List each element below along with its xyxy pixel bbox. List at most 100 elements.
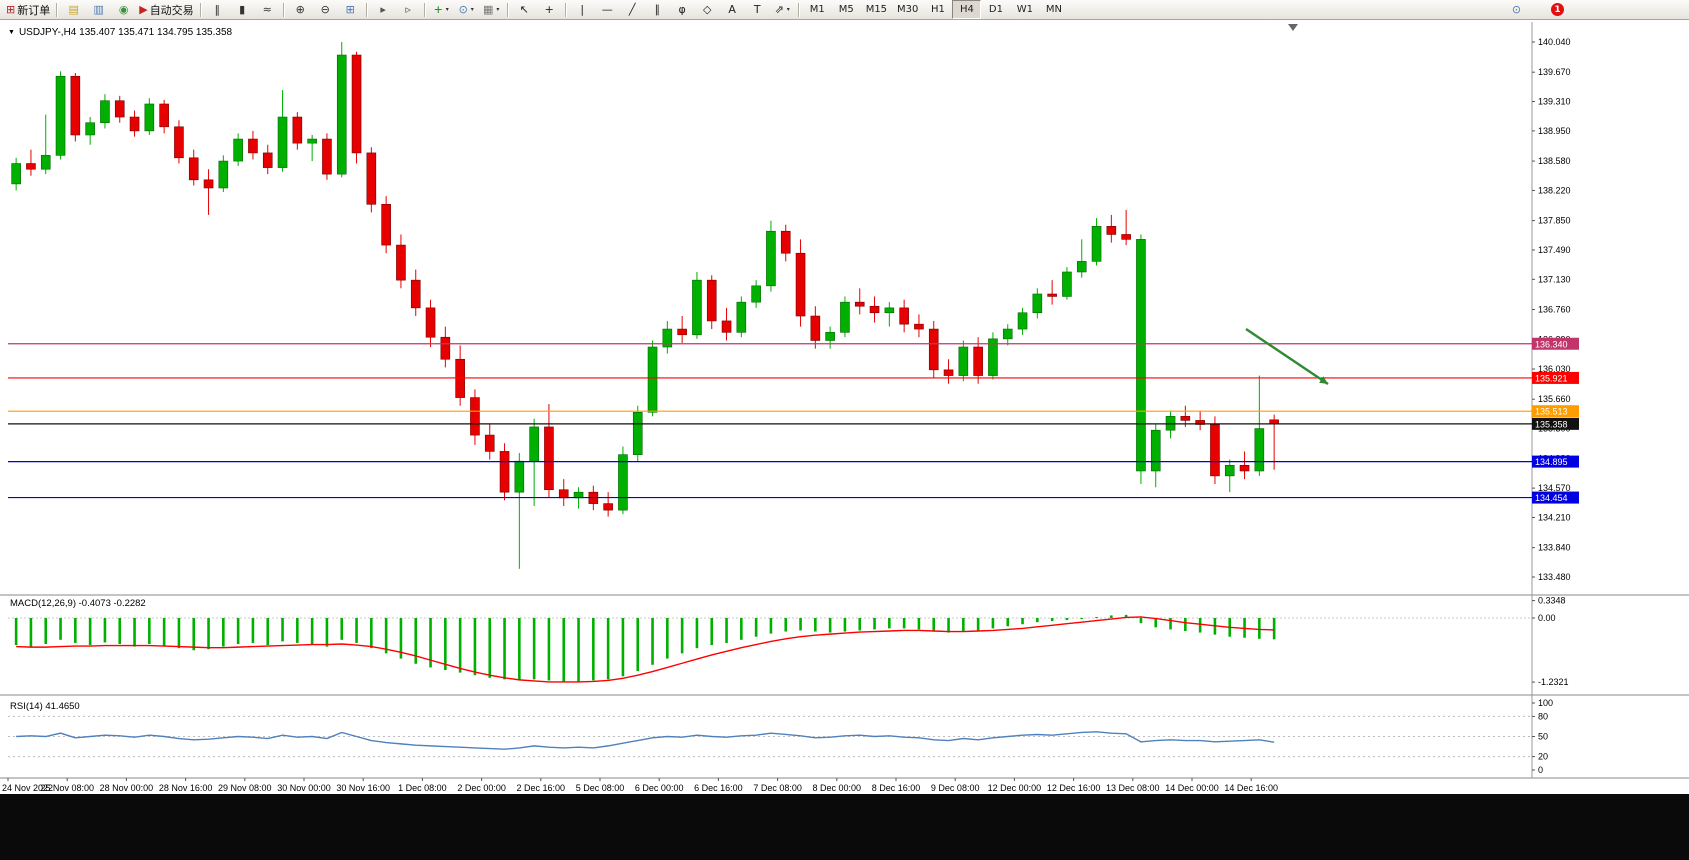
chart-shift-button[interactable]: ▹ xyxy=(396,0,421,20)
timeframe-h4-button[interactable]: H4 xyxy=(952,0,982,19)
zoom-out-icon: ⊖ xyxy=(320,3,330,16)
templates-dropdown-icon: ▾ xyxy=(496,6,500,13)
line-mode-button[interactable]: ≈ xyxy=(255,0,280,20)
auto-trading-label: 自动交易 xyxy=(149,3,194,17)
svg-text:1 Dec 08:00: 1 Dec 08:00 xyxy=(398,783,447,793)
svg-text:5 Dec 08:00: 5 Dec 08:00 xyxy=(576,783,625,793)
toolbar-separator xyxy=(56,2,59,17)
price-axis[interactable]: 140.040 139.670 139.310 138.950 138.580 138.2… xyxy=(1531,22,1571,778)
chart-shift-marker-icon[interactable] xyxy=(1288,24,1298,31)
svg-text:20: 20 xyxy=(1538,752,1548,762)
bars-mode-icon: ‖ xyxy=(214,3,220,16)
toolbar-separator xyxy=(506,2,509,17)
cursor-button[interactable]: ↖ xyxy=(512,0,537,20)
indicators-button[interactable]: + ▾ xyxy=(429,0,454,20)
strategy-tester-button[interactable]: ◉ xyxy=(111,0,136,20)
line-mode-icon: ≈ xyxy=(262,3,272,16)
svg-text:0.3348: 0.3348 xyxy=(1538,596,1566,606)
trend-arrow-annotation[interactable] xyxy=(1245,328,1329,385)
zoom-in-button[interactable]: ⊕ xyxy=(288,0,313,20)
zoom-in-icon: ⊕ xyxy=(295,3,305,16)
svg-text:139.310: 139.310 xyxy=(1538,97,1571,107)
price-level-tag xyxy=(1532,491,1579,504)
periods-button[interactable]: ⊙ ▾ xyxy=(454,0,479,20)
timeframe-d1-button[interactable]: D1 xyxy=(988,4,1003,15)
crosshair-button[interactable]: + xyxy=(537,0,562,20)
timeframe-mn-button[interactable]: MN xyxy=(1045,4,1062,15)
svg-text:14 Dec 16:00: 14 Dec 16:00 xyxy=(1224,783,1278,793)
timeframe-h1-button[interactable]: H1 xyxy=(930,4,945,15)
svg-text:0: 0 xyxy=(1538,765,1543,775)
fibonacci-icon: φ xyxy=(678,3,686,16)
price-chart-canvas[interactable]: 140.040 139.670 139.310 138.950 138.580 138.2… xyxy=(0,20,1689,794)
candles-layer[interactable] xyxy=(11,42,1279,569)
price-level-tag xyxy=(1532,455,1579,468)
indicators-icon: + xyxy=(433,3,443,16)
window-bottom-bar xyxy=(0,794,1689,860)
notifications-badge[interactable]: 1 xyxy=(1551,3,1564,16)
svg-text:2 Dec 16:00: 2 Dec 16:00 xyxy=(517,783,566,793)
horizontal-levels-layer[interactable]: 136.340 135.921 135.513 135.358 134.895 134.4… xyxy=(8,337,1579,504)
svg-text:137.130: 137.130 xyxy=(1538,274,1571,284)
svg-text:135.660: 135.660 xyxy=(1538,394,1571,404)
bars-mode-button[interactable]: ‖ xyxy=(205,0,230,20)
trendline-button[interactable]: ╱ xyxy=(620,0,645,20)
fibonacci-button[interactable]: φ xyxy=(670,0,695,20)
timeframe-m30-button[interactable]: M30 xyxy=(897,4,919,15)
toolbar-separator xyxy=(365,2,368,17)
svg-text:8 Dec 16:00: 8 Dec 16:00 xyxy=(872,783,921,793)
equidistant-channel-button[interactable]: ∥ xyxy=(645,0,670,20)
new-order-label: 新订单 xyxy=(17,3,51,17)
toolbar-separator xyxy=(199,2,202,17)
text-button[interactable]: A xyxy=(720,0,745,20)
auto-trading-button[interactable]: ▶ 自动交易 xyxy=(136,0,196,20)
macd-signal-line xyxy=(16,616,1275,683)
horizontal-line-icon: — xyxy=(601,3,613,16)
svg-text:137.850: 137.850 xyxy=(1538,216,1571,226)
price-level-tag xyxy=(1532,417,1579,430)
candles-mode-icon: ▮ xyxy=(239,3,246,16)
text-label-button[interactable]: T xyxy=(745,0,770,20)
periods-icon: ⊙ xyxy=(458,3,468,16)
strategy-tester-icon: ◉ xyxy=(118,3,129,16)
chart-title-text: USDJPY-,H4 135.407 135.471 134.795 135.3… xyxy=(18,27,233,38)
auto-scroll-button[interactable]: ▸ xyxy=(371,0,396,20)
candles-mode-button[interactable]: ▮ xyxy=(230,0,255,20)
svg-text:13 Dec 08:00: 13 Dec 08:00 xyxy=(1106,783,1160,793)
tile-windows-button[interactable]: ⊞ xyxy=(338,0,363,20)
chart-title: ▼ USDJPY-,H4 135.407 135.471 134.795 135… xyxy=(8,27,232,38)
profiles-button[interactable]: ▥ xyxy=(86,0,111,20)
chart-window-button[interactable]: ▤ xyxy=(61,0,86,20)
svg-text:29 Nov 08:00: 29 Nov 08:00 xyxy=(218,783,272,793)
horizontal-line-button[interactable]: — xyxy=(595,0,620,20)
new-order-icon: ⊞ xyxy=(6,3,16,16)
timeframe-m5-button[interactable]: M5 xyxy=(838,4,854,15)
svg-text:138.220: 138.220 xyxy=(1538,185,1571,195)
timeframe-w1-button[interactable]: W1 xyxy=(1016,4,1034,15)
svg-text:136.340: 136.340 xyxy=(1535,339,1568,349)
timeframe-m1-button[interactable]: M1 xyxy=(809,4,825,15)
search-button[interactable]: ⊙ xyxy=(1504,0,1529,20)
chart-window-icon: ▤ xyxy=(68,3,79,16)
cursor-icon: ↖ xyxy=(519,3,529,16)
arrow-tools-button[interactable]: ⇗ ▾ xyxy=(770,0,795,20)
shapes-button[interactable]: ◇ xyxy=(695,0,720,20)
templates-button[interactable]: ▦ ▾ xyxy=(479,0,504,20)
svg-text:12 Dec 00:00: 12 Dec 00:00 xyxy=(988,783,1042,793)
chart-window[interactable]: ▼ USDJPY-,H4 135.407 135.471 134.795 135… xyxy=(0,20,1689,794)
zoom-out-button[interactable]: ⊖ xyxy=(313,0,338,20)
arrow-tools-dropdown-icon: ▾ xyxy=(786,6,790,13)
text-label-icon: T xyxy=(753,3,761,16)
svg-text:100: 100 xyxy=(1538,698,1553,708)
svg-text:80: 80 xyxy=(1538,711,1548,721)
svg-text:135.513: 135.513 xyxy=(1535,407,1568,417)
svg-text:134.454: 134.454 xyxy=(1535,493,1568,503)
timeframe-m15-button[interactable]: M15 xyxy=(865,4,888,15)
new-order-button[interactable]: ⊞ 新订单 xyxy=(3,0,53,20)
toolbar-separator xyxy=(282,2,285,17)
macd-histogram xyxy=(14,614,1276,682)
svg-text:134.570: 134.570 xyxy=(1538,483,1571,493)
vertical-line-button[interactable]: | xyxy=(570,0,595,20)
toolbar-separator xyxy=(564,2,567,17)
